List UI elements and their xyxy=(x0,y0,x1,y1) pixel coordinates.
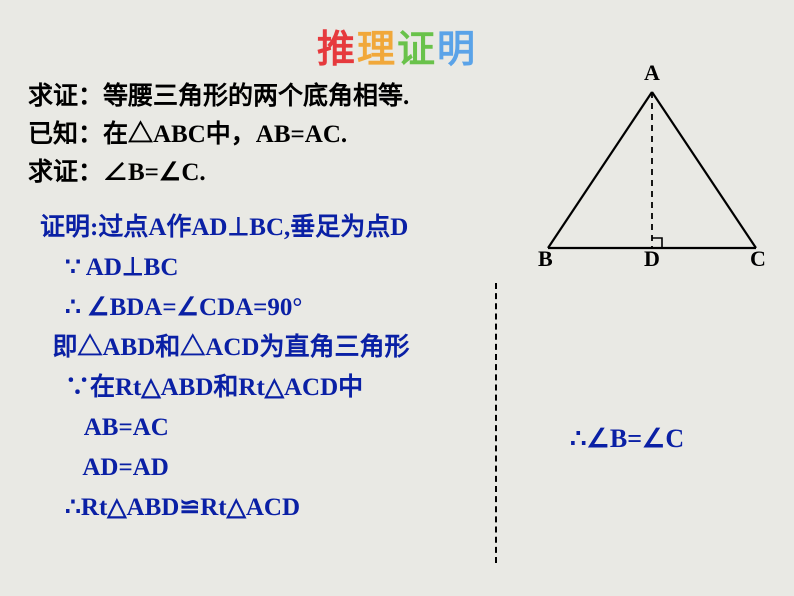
title-char: 推 xyxy=(317,18,357,73)
vertex-label-A: A xyxy=(644,60,660,86)
title-char: 明 xyxy=(437,18,477,73)
triangle-svg xyxy=(522,78,782,268)
title-char: 理 xyxy=(357,18,397,73)
proof-conclusion: ∴∠B=∠C xyxy=(570,424,684,454)
vertex-label-C: C xyxy=(750,246,766,272)
problem-statement: 求证：等腰三角形的两个底角相等. 已知：在△ABC中，AB=AC. 求证：∠B=… xyxy=(28,78,409,192)
triangle-diagram: ABCD xyxy=(522,78,782,268)
column-divider xyxy=(495,283,497,563)
page-title: 推理证明 xyxy=(0,18,794,73)
vertex-label-D: D xyxy=(644,246,660,272)
proof-body: 证明:过点A作AD⊥BC,垂足为点D ∵ AD⊥BC ∴ ∠BDA=∠CDA=9… xyxy=(40,208,409,528)
vertex-label-B: B xyxy=(538,246,553,272)
title-char: 证 xyxy=(397,18,437,73)
